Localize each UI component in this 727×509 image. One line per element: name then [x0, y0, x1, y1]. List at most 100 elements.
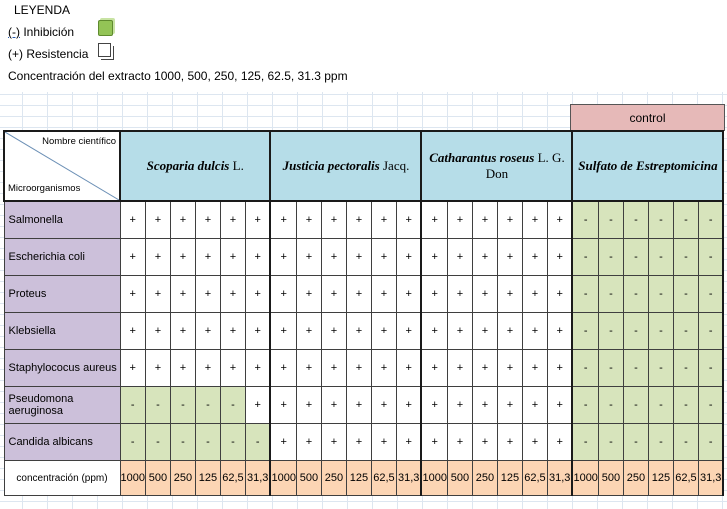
result-cell: + — [521, 312, 548, 350]
result-cell: + — [420, 275, 448, 313]
result-cell: + — [420, 200, 448, 239]
result-cell: + — [420, 238, 448, 276]
result-cell: + — [320, 386, 347, 424]
result-cell: - — [597, 423, 624, 461]
result-cell: + — [446, 238, 473, 276]
result-cell: + — [546, 238, 574, 276]
legend-resistance: (+) Resistencia — [8, 47, 88, 61]
result-cell: - — [571, 312, 599, 350]
result-cell: + — [395, 312, 423, 350]
result-cell: - — [571, 349, 599, 387]
result-cell: - — [672, 386, 699, 424]
result-cell: + — [496, 312, 523, 350]
result-cell: - — [622, 275, 649, 313]
concentration-value: 500 — [446, 460, 473, 496]
concentration-value: 125 — [345, 460, 372, 496]
concentration-value: 125 — [194, 460, 221, 496]
organism-name: Pseudomona aeruginosa — [3, 386, 121, 424]
result-cell: + — [496, 238, 523, 276]
result-cell: + — [496, 349, 523, 387]
corner-bottom-label: Microorganismos — [8, 183, 81, 194]
result-cell: + — [395, 200, 423, 239]
organism-name: Proteus — [3, 275, 121, 313]
result-cell: + — [169, 312, 196, 350]
result-cell: + — [546, 423, 574, 461]
result-cell: + — [420, 423, 448, 461]
result-cell: - — [647, 238, 674, 276]
organism-name: Klebsiella — [3, 312, 121, 350]
result-cell: - — [697, 275, 725, 313]
result-cell: - — [672, 200, 699, 239]
organism-name: Staphylococus aureus — [3, 349, 121, 387]
result-cell: - — [144, 423, 171, 461]
table-row: Candida albicans - - - - - - + + + + + + + + + + + + - - - - - - — [3, 423, 725, 461]
result-cell: - — [597, 349, 624, 387]
result-cell: + — [546, 312, 574, 350]
result-cell: + — [295, 349, 322, 387]
result-cell: - — [194, 423, 221, 461]
result-cell: + — [345, 200, 372, 239]
result-cell: - — [571, 423, 599, 461]
result-cell: - — [672, 275, 699, 313]
result-cell: + — [395, 423, 423, 461]
result-cell: + — [395, 349, 423, 387]
concentration-value: 500 — [295, 460, 322, 496]
concentration-value: 250 — [320, 460, 347, 496]
inhibition-label: Inhibición — [23, 25, 75, 39]
concentration-value: 1000 — [420, 460, 448, 496]
result-cell: + — [546, 386, 574, 424]
concentration-value: 250 — [169, 460, 196, 496]
group-header-estreptomicina: Sulfato de Estreptomicina — [571, 130, 725, 202]
group-name: Scoparia dulcis — [146, 158, 230, 173]
result-cell: + — [144, 349, 171, 387]
result-cell: + — [119, 200, 146, 239]
result-cell: - — [119, 423, 146, 461]
result-cell: - — [697, 349, 725, 387]
result-cell: + — [244, 349, 272, 387]
result-cell: + — [169, 238, 196, 276]
results-table: Nombre científico Microorganismos Scopar… — [3, 130, 725, 496]
group-author: L. — [229, 158, 244, 173]
result-cell: + — [471, 238, 498, 276]
group-author: L. G. Don — [485, 150, 565, 181]
result-cell: - — [647, 312, 674, 350]
result-cell: + — [169, 200, 196, 239]
result-cell: + — [320, 275, 347, 313]
result-cell: + — [370, 386, 397, 424]
result-cell: + — [269, 238, 297, 276]
result-cell: + — [244, 312, 272, 350]
result-cell: + — [119, 312, 146, 350]
result-cell: + — [446, 349, 473, 387]
result-cell: - — [219, 423, 246, 461]
group-name: Justicia pectoralis — [282, 158, 380, 173]
result-cell: - — [119, 386, 146, 424]
result-cell: + — [521, 349, 548, 387]
concentration-value: 31,3 — [395, 460, 423, 496]
result-cell: - — [169, 423, 196, 461]
result-cell: + — [194, 349, 221, 387]
result-cell: + — [395, 386, 423, 424]
group-author: Jacq. — [379, 158, 410, 173]
result-cell: + — [446, 200, 473, 239]
concentration-value: 125 — [496, 460, 523, 496]
result-cell: + — [345, 423, 372, 461]
concentration-value: 250 — [471, 460, 498, 496]
concentration-value: 125 — [647, 460, 674, 496]
result-cell: + — [320, 312, 347, 350]
result-cell: - — [672, 238, 699, 276]
concentration-value: 500 — [597, 460, 624, 496]
concentration-value: 31,3 — [697, 460, 725, 496]
table-row: Pseudomona aeruginosa - - - - - + + + + + + + + + + + + + -… — [3, 386, 725, 424]
result-cell: - — [597, 200, 624, 239]
result-cell: + — [219, 349, 246, 387]
concentration-value: 62,5 — [219, 460, 246, 496]
result-cell: - — [219, 386, 246, 424]
concentration-value: 1000 — [119, 460, 146, 496]
result-cell: + — [295, 238, 322, 276]
result-cell: + — [269, 200, 297, 239]
result-cell: - — [622, 200, 649, 239]
result-cell: - — [194, 386, 221, 424]
result-cell: - — [597, 275, 624, 313]
result-cell: + — [194, 238, 221, 276]
result-cell: + — [471, 386, 498, 424]
